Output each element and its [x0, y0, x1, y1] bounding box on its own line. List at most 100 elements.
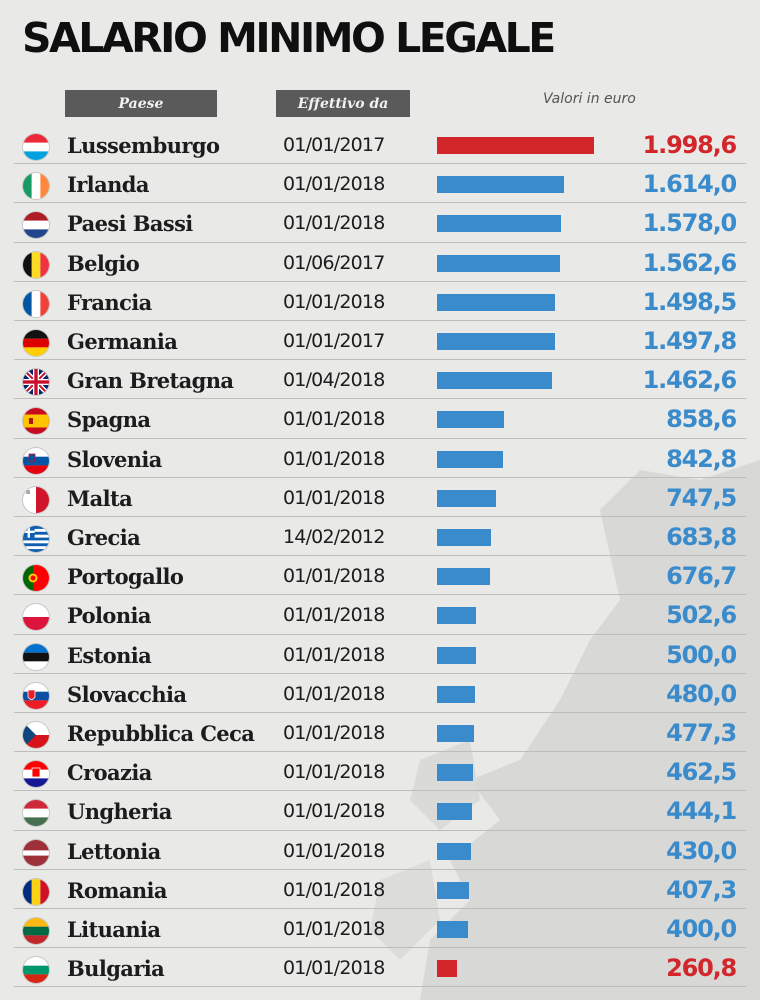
data-label: 260,8 — [666, 954, 737, 983]
spain-flag-icon — [23, 408, 49, 435]
country-label: Portogallo — [67, 564, 184, 590]
table-row: Francia 01/01/2018 1.498,5 — [0, 282, 760, 321]
bar — [437, 803, 472, 821]
bar — [437, 137, 594, 154]
row-divider — [14, 241, 746, 243]
row-divider — [14, 947, 746, 949]
effective-date: 14/02/2012 — [283, 526, 385, 548]
bar — [437, 254, 560, 272]
effective-date: 01/01/2018 — [283, 878, 385, 901]
data-label: 1.562,6 — [642, 248, 738, 277]
row-divider — [14, 437, 746, 439]
country-label: Germania — [67, 329, 178, 354]
row-divider — [14, 319, 746, 321]
data-label: 430,0 — [666, 836, 737, 865]
country-label: Malta — [67, 485, 133, 511]
row-divider — [14, 398, 746, 400]
row-divider — [14, 711, 746, 713]
data-label: 1.462,6 — [642, 366, 738, 395]
bar — [437, 685, 475, 703]
table-row: Lituania 01/01/2018 400,0 — [0, 909, 760, 949]
table-row: Germania 01/01/2017 1.497,8 — [0, 321, 760, 361]
effective-date: 01/01/2018 — [283, 839, 385, 862]
table-row: Bulgaria 01/01/2018 260,8 — [0, 948, 760, 988]
bar — [437, 215, 561, 233]
row-divider — [14, 515, 746, 517]
table-row: Portogallo 01/01/2018 676,7 — [0, 556, 760, 596]
data-label: 477,3 — [666, 719, 737, 747]
table-row: Grecia 14/02/2012 683,8 — [0, 517, 760, 557]
country-label: Gran Bretagna — [67, 368, 234, 394]
row-divider — [14, 868, 746, 870]
country-label: Belgio — [67, 250, 140, 276]
data-label: 1.498,5 — [642, 287, 738, 316]
bar — [437, 176, 564, 194]
country-label: Romania — [67, 877, 168, 903]
romania-flag-icon — [23, 878, 49, 905]
row-divider — [14, 555, 746, 557]
row-divider — [14, 476, 746, 478]
uk-flag-icon — [23, 369, 49, 396]
table-row: Gran Bretagna 01/04/2018 1.462,6 — [0, 360, 760, 400]
table-row: Paesi Bassi 01/01/2018 1.578,0 — [0, 203, 760, 243]
country-label: Irlanda — [67, 172, 149, 198]
table-row: Lettonia 01/01/2018 430,0 — [0, 831, 760, 870]
row-divider — [14, 633, 746, 635]
data-label: 500,0 — [666, 640, 737, 669]
effective-date: 01/01/2018 — [283, 682, 385, 705]
bar — [437, 293, 555, 311]
table-row: Ungheria 01/01/2018 444,1 — [0, 791, 760, 831]
slovenia-flag-icon — [23, 447, 49, 474]
greece-flag-icon — [23, 526, 49, 552]
table-row: Spagna 01/01/2018 858,6 — [0, 399, 760, 439]
country-label: Spagna — [67, 407, 151, 433]
lithuania-flag-icon — [23, 918, 49, 944]
table-row: Slovacchia 01/01/2018 480,0 — [0, 674, 760, 713]
data-label: 1.614,0 — [642, 170, 738, 199]
data-label: 444,1 — [666, 797, 737, 826]
table-row: Irlanda 01/01/2018 1.614,0 — [0, 164, 760, 204]
data-label: 1.497,8 — [642, 327, 738, 355]
country-label: Croazia — [67, 760, 152, 786]
czech-flag-icon — [23, 722, 49, 748]
effective-date: 01/01/2018 — [283, 957, 385, 980]
data-label: 747,5 — [666, 483, 737, 512]
effective-date: 01/06/2017 — [283, 251, 385, 274]
table-row: Malta 01/01/2018 747,5 — [0, 478, 760, 517]
germany-flag-icon — [23, 330, 49, 356]
country-label: Francia — [67, 289, 152, 315]
effective-date: 01/01/2017 — [283, 330, 385, 352]
portugal-flag-icon — [23, 565, 49, 592]
table-row: Belgio 01/06/2017 1.562,6 — [0, 243, 760, 282]
data-label: 842,8 — [666, 444, 737, 473]
hungary-flag-icon — [23, 800, 49, 827]
croatia-flag-icon — [23, 761, 49, 788]
effective-date: 01/01/2018 — [283, 212, 385, 235]
country-label: Estonia — [67, 642, 152, 668]
bar — [437, 489, 496, 507]
data-label: 480,0 — [666, 679, 737, 708]
effective-date: 01/01/2018 — [283, 173, 385, 196]
table-row: Repubblica Ceca 01/01/2018 477,3 — [0, 713, 760, 753]
row-divider — [14, 790, 746, 792]
row-divider — [14, 280, 746, 282]
effective-date: 01/01/2018 — [283, 800, 385, 823]
country-label: Lettonia — [67, 838, 161, 864]
bar — [437, 529, 491, 546]
country-label: Polonia — [67, 603, 151, 629]
country-label: Repubblica Ceca — [67, 721, 255, 746]
bar — [437, 646, 477, 664]
effective-date: 01/01/2018 — [283, 643, 385, 666]
data-label: 858,6 — [666, 405, 737, 434]
bar — [437, 411, 505, 429]
row-divider — [14, 986, 746, 988]
ireland-flag-icon — [23, 173, 49, 200]
slovakia-flag-icon — [23, 682, 49, 709]
malta-flag-icon — [23, 486, 49, 513]
poland-flag-icon — [23, 604, 49, 631]
country-label: Grecia — [67, 525, 141, 550]
estonia-flag-icon — [23, 643, 49, 670]
effective-date: 01/01/2018 — [283, 447, 385, 470]
row-divider — [14, 751, 746, 753]
country-label: Slovenia — [67, 446, 162, 472]
